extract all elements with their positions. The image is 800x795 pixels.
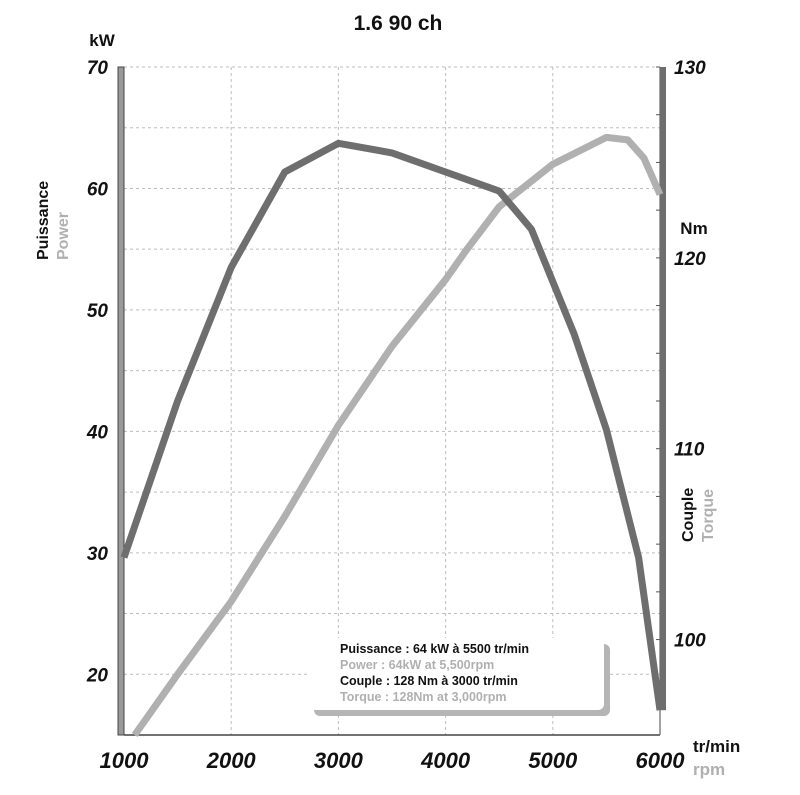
power-series-line xyxy=(131,133,664,738)
x-tick-label: 1000 xyxy=(100,748,150,773)
y-right-tick-label: 110 xyxy=(674,440,705,461)
x-tick-label: 4000 xyxy=(420,748,471,773)
y-left-tick-label: 60 xyxy=(87,179,109,200)
y-left-tick-label: 50 xyxy=(87,301,109,322)
y-right-tick-label: 120 xyxy=(674,249,706,270)
x-unit-secondary: rpm xyxy=(693,760,725,779)
y-left-label-primary: Puissance xyxy=(35,181,52,260)
y-left-tick-label: 30 xyxy=(87,544,109,565)
y-left-axis-bar xyxy=(117,66,125,736)
y-left-label-secondary: Power xyxy=(55,212,72,260)
legend-box xyxy=(308,638,604,710)
torque-series-line xyxy=(120,139,664,711)
y-left-tick-label: 20 xyxy=(86,665,109,686)
x-tick-label: 2000 xyxy=(206,748,257,773)
axes xyxy=(117,66,666,736)
legend-line-3: Couple : 128 Nm à 3000 tr/min xyxy=(340,674,518,688)
y-left-tick-label: 70 xyxy=(87,58,109,79)
y-right-axis-bar xyxy=(660,67,666,711)
x-tick-label: 6000 xyxy=(636,748,686,773)
legend-line-2: Power : 64kW at 5,500rpm xyxy=(340,658,494,672)
y-right-unit: Nm xyxy=(680,219,707,238)
y-right-label-primary: Couple xyxy=(680,488,697,542)
x-tick-label: 5000 xyxy=(528,748,578,773)
tick-labels: 20 30 40 50 60 70 100 110 120 130 1000 2000 3000 4000… xyxy=(86,58,706,773)
legend-line-4: Torque : 128Nm at 3,000rpm xyxy=(340,690,507,704)
series-layer xyxy=(120,133,664,738)
y-left-tick-label: 40 xyxy=(86,422,109,443)
legend-line-1: Puissance : 64 kW à 5500 tr/min xyxy=(340,642,529,656)
x-tick-label: 3000 xyxy=(314,748,364,773)
legend: Puissance : 64 kW à 5500 tr/min Power : … xyxy=(308,638,610,716)
y-right-tick-label: 100 xyxy=(674,631,706,652)
chart-title: 1.6 90 ch xyxy=(354,12,443,35)
y-left-unit: kW xyxy=(89,31,115,50)
x-unit-primary: tr/min xyxy=(693,737,740,756)
y-right-tick-label: 130 xyxy=(674,58,706,79)
y-right-label-secondary: Torque xyxy=(700,489,717,542)
